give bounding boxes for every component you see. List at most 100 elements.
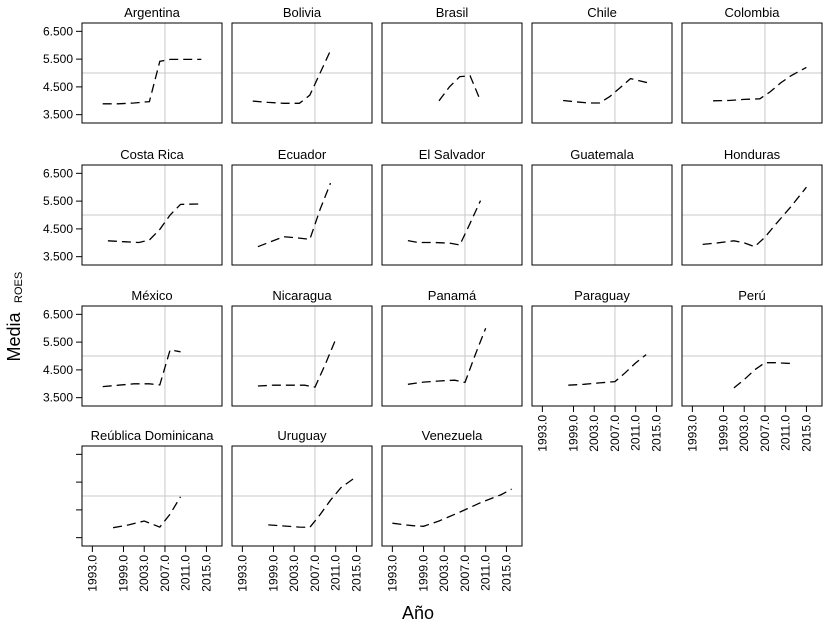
x-axis-col-2: 1993.0 1999.0 2003.0 2007.0 2011.0 2015.0 bbox=[385, 546, 513, 592]
panel-title-colombia: Colombia bbox=[725, 5, 781, 20]
panel-frame bbox=[681, 305, 823, 407]
panel-frame bbox=[81, 445, 223, 547]
panel-title-brasil: Brasil bbox=[436, 5, 469, 20]
x-axis-col-1: 1993.0 1999.0 2003.0 2007.0 2011.0 2015.0 bbox=[235, 546, 363, 592]
panel-guatemala: Guatemala bbox=[531, 147, 673, 266]
panel-title-paraguay: Paraguay bbox=[574, 288, 630, 303]
series-line-argentina bbox=[102, 58, 202, 105]
panel-title-costa-rica: Costa Rica bbox=[120, 147, 184, 162]
panel-el-salvador: El Salvador bbox=[381, 147, 523, 266]
x-tick-label: 2011.0 bbox=[479, 555, 493, 591]
panel-title-venezuela: Venezuela bbox=[422, 428, 483, 443]
x-tick-label: 2011.0 bbox=[329, 555, 343, 591]
panel-frame bbox=[381, 305, 523, 407]
x-tick-label: 1993.0 bbox=[685, 415, 699, 452]
panel-argentina: Argentina bbox=[81, 5, 223, 124]
series-line-ecuador bbox=[257, 182, 332, 248]
panel-bolivia: Bolivia bbox=[231, 5, 373, 124]
x-tick-label: 1993.0 bbox=[535, 415, 549, 452]
panel-title-uruguay: Uruguay bbox=[277, 428, 327, 443]
series-line-chile bbox=[563, 77, 652, 104]
axes-layer: 3.500 4.500 5.500 6.500 3.500 4.500 5.500 6.500… bbox=[43, 24, 813, 591]
x-axis-col-4: 1993.0 1999.0 2003.0 2007.0 2011.0 2015.0 bbox=[685, 406, 813, 452]
panel-title-argentina: Argentina bbox=[124, 5, 180, 20]
x-tick-label: 1999.0 bbox=[416, 555, 430, 592]
panel-frame bbox=[681, 22, 823, 124]
panel-frame bbox=[81, 305, 223, 407]
panel-chile: Chile bbox=[531, 5, 673, 124]
x-tick-label: 1993.0 bbox=[235, 555, 249, 592]
x-tick-label: 2003.0 bbox=[287, 555, 301, 592]
panel-costa-rica: Costa Rica bbox=[81, 147, 223, 266]
panel-colombia: Colombia bbox=[681, 5, 823, 124]
panel-reublica-dominicana: Reública Dominicana bbox=[81, 428, 223, 547]
x-tick-label: 1999.0 bbox=[116, 555, 130, 592]
x-tick-label: 2007.0 bbox=[158, 555, 172, 592]
panel-title-el-salvador: El Salvador bbox=[419, 147, 486, 162]
panel-frame bbox=[681, 164, 823, 266]
y-axis-label-group: Media ROES bbox=[4, 272, 25, 362]
x-tick-label: 2011.0 bbox=[629, 415, 643, 451]
y-tick-label: 3.500 bbox=[43, 250, 73, 264]
series-line-panama bbox=[407, 327, 487, 385]
y-axis-label: Media bbox=[4, 312, 24, 362]
panel-frame bbox=[531, 22, 673, 124]
x-tick-label: 2003.0 bbox=[737, 415, 751, 452]
y-axis-row-3 bbox=[76, 453, 82, 539]
panel-frame bbox=[231, 164, 373, 266]
y-tick-label: 6.500 bbox=[43, 24, 73, 38]
series-line-honduras bbox=[702, 186, 807, 248]
y-tick-label: 4.500 bbox=[43, 80, 73, 94]
series-line-colombia bbox=[713, 66, 807, 102]
panel-frame bbox=[381, 164, 523, 266]
x-tick-label: 2015.0 bbox=[799, 415, 813, 452]
y-tick-label: 6.500 bbox=[43, 166, 73, 180]
x-tick-label: 2007.0 bbox=[608, 415, 622, 452]
x-tick-label: 2015.0 bbox=[349, 555, 363, 592]
x-tick-label: 2007.0 bbox=[758, 415, 772, 452]
series-line-peru bbox=[733, 362, 791, 389]
x-tick-label: 2011.0 bbox=[179, 555, 193, 591]
x-tick-label: 2007.0 bbox=[308, 555, 322, 592]
panel-frame bbox=[381, 22, 523, 124]
x-tick-label: 2003.0 bbox=[437, 555, 451, 592]
series-line-mexico bbox=[102, 349, 181, 388]
panel-frame bbox=[81, 22, 223, 124]
y-axis-row-1: 3.500 4.500 5.500 6.500 bbox=[43, 166, 82, 264]
y-axis-label-sub: ROES bbox=[13, 272, 25, 303]
panel-frame bbox=[381, 445, 523, 547]
y-tick-label: 4.500 bbox=[43, 363, 73, 377]
series-line-venezuela bbox=[392, 488, 512, 527]
panel-title-honduras: Honduras bbox=[724, 147, 781, 162]
panel-ecuador: Ecuador bbox=[231, 147, 373, 266]
x-tick-label: 2003.0 bbox=[587, 415, 601, 452]
panel-title-nicaragua: Nicaragua bbox=[272, 288, 332, 303]
x-tick-label: 2015.0 bbox=[499, 555, 513, 592]
panels-layer: Argentina Bolivia Brasil Chile Colombia Costa… bbox=[81, 5, 823, 547]
panel-title-ecuador: Ecuador bbox=[278, 147, 327, 162]
y-tick-label: 6.500 bbox=[43, 307, 73, 321]
x-axis-label: Año bbox=[402, 603, 434, 623]
series-line-reublica-dominicana bbox=[112, 496, 182, 529]
x-tick-label: 1993.0 bbox=[385, 555, 399, 592]
panel-frame bbox=[81, 164, 223, 266]
y-tick-label: 5.500 bbox=[43, 194, 73, 208]
panel-frame bbox=[231, 445, 373, 547]
y-tick-label: 5.500 bbox=[43, 335, 73, 349]
panel-paraguay: Paraguay bbox=[531, 288, 673, 407]
series-line-paraguay bbox=[568, 354, 647, 386]
y-tick-label: 4.500 bbox=[43, 222, 73, 236]
panel-frame bbox=[231, 22, 373, 124]
series-line-el-salvador bbox=[407, 200, 482, 246]
series-line-bolivia bbox=[252, 50, 332, 104]
panel-title-reublica-dominicana: Reública Dominicana bbox=[91, 428, 215, 443]
panel-brasil: Brasil bbox=[381, 5, 523, 124]
panel-frame bbox=[531, 305, 673, 407]
panel-title-guatemala: Guatemala bbox=[570, 147, 634, 162]
panel-mexico: México bbox=[81, 288, 223, 407]
y-tick-label: 5.500 bbox=[43, 52, 73, 66]
y-tick-label: 3.500 bbox=[43, 391, 73, 405]
panel-nicaragua: Nicaragua bbox=[231, 288, 373, 407]
panel-title-panama: Panamá bbox=[428, 288, 477, 303]
